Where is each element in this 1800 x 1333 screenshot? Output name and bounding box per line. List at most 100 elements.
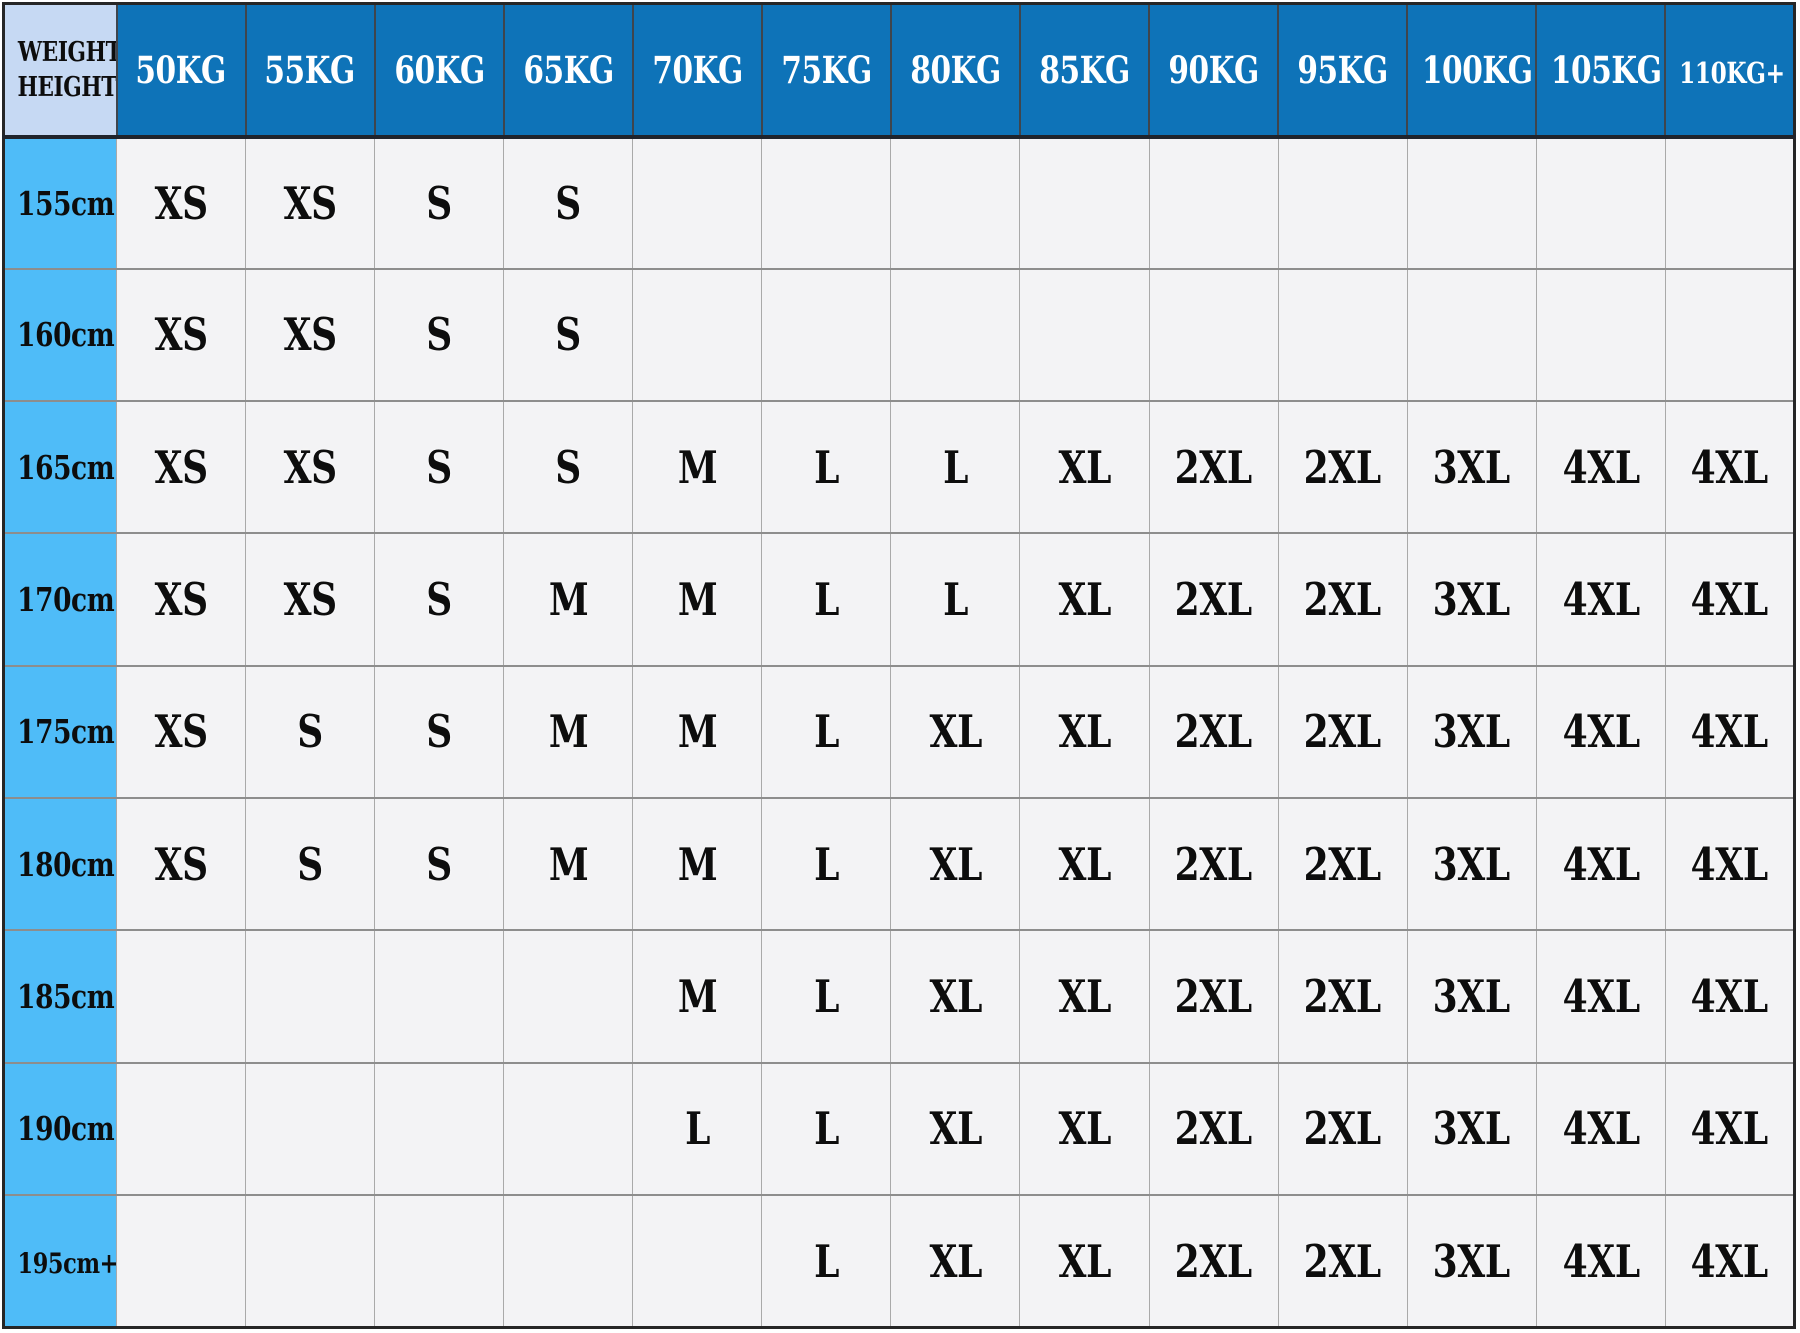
size-cell-empty xyxy=(503,929,634,1064)
size-value: L xyxy=(942,440,968,494)
size-cell-empty xyxy=(1406,135,1537,270)
size-cell: XL xyxy=(1019,797,1150,932)
size-cell: XS xyxy=(245,135,376,270)
size-cell: 2XL xyxy=(1148,1194,1279,1329)
table-row: 155cm XS XS S S xyxy=(3,135,1796,270)
column-header-label: 75KG xyxy=(781,47,872,92)
size-cell-empty xyxy=(245,1194,376,1329)
size-cell: XS xyxy=(115,532,247,667)
size-cell: L xyxy=(761,400,892,535)
size-cell-empty xyxy=(1535,267,1666,403)
size-value: L xyxy=(684,1102,710,1156)
size-value: 2XL xyxy=(1304,970,1382,1024)
size-value: 2XL xyxy=(1174,837,1253,891)
size-cell: XL xyxy=(890,1061,1021,1197)
table-row: 195cm+ L XL XL 2XL 2XL 3XL 4XL 4XL xyxy=(3,1194,1796,1329)
row-header-155cm: 155cm xyxy=(3,135,117,270)
size-cell: 2XL xyxy=(1277,1061,1408,1197)
size-cell: XS xyxy=(115,664,247,800)
size-cell-empty xyxy=(1277,267,1408,403)
size-value: 4XL xyxy=(1690,1234,1769,1288)
size-value: M xyxy=(677,573,718,627)
size-value: M xyxy=(548,573,588,627)
row-header-label: 165cm xyxy=(17,447,115,487)
size-value: 4XL xyxy=(1562,1234,1640,1288)
size-cell: 2XL xyxy=(1277,797,1408,932)
size-cell-empty xyxy=(374,929,505,1064)
size-cell: XL xyxy=(1019,929,1150,1064)
size-value: S xyxy=(426,440,452,494)
size-cell: 4XL xyxy=(1535,929,1666,1064)
size-value: L xyxy=(813,573,839,627)
size-value: XL xyxy=(1058,837,1111,891)
size-cell: 4XL xyxy=(1535,664,1666,800)
row-header-label: 175cm xyxy=(17,712,115,752)
size-cell: 3XL xyxy=(1406,1061,1537,1197)
column-header-85kg: 85KG xyxy=(1018,3,1151,139)
size-value: 2XL xyxy=(1174,1102,1253,1156)
size-cell: M xyxy=(632,664,763,800)
size-cell: 4XL xyxy=(1535,532,1666,667)
size-cell-empty xyxy=(1148,267,1279,403)
size-value: 3XL xyxy=(1433,705,1511,759)
size-cell: 2XL xyxy=(1148,1061,1279,1197)
size-cell-empty xyxy=(115,929,247,1064)
column-header-label: 55KG xyxy=(264,47,356,92)
column-header-65kg: 65KG xyxy=(502,3,634,139)
size-cell-empty xyxy=(1019,135,1150,270)
column-header-label: 90KG xyxy=(1168,47,1259,92)
size-value: XL xyxy=(1058,1102,1111,1156)
size-value: 4XL xyxy=(1690,970,1769,1024)
column-header-100kg: 100KG xyxy=(1406,3,1538,139)
size-cell: 3XL xyxy=(1406,1194,1537,1329)
size-cell: XL xyxy=(890,664,1021,800)
size-value: XL xyxy=(1058,705,1111,759)
size-cell: S xyxy=(374,532,505,667)
table-row: 160cm XS XS S S xyxy=(3,267,1796,403)
size-value: S xyxy=(426,308,452,362)
column-header-label: 50KG xyxy=(135,47,227,92)
size-value: XS xyxy=(154,176,208,230)
size-value: XL xyxy=(1058,970,1111,1024)
size-cell: XS xyxy=(245,400,376,535)
column-header-75kg: 75KG xyxy=(760,3,892,139)
size-value: L xyxy=(813,837,839,891)
size-value: S xyxy=(297,705,323,759)
size-value: XS xyxy=(154,440,208,494)
size-value: XL xyxy=(1058,1234,1111,1288)
size-value: XS xyxy=(154,837,208,891)
column-header-60kg: 60KG xyxy=(373,3,505,139)
size-cell-empty xyxy=(632,1194,763,1329)
size-cell-empty xyxy=(503,1194,634,1329)
column-header-95kg: 95KG xyxy=(1277,3,1409,139)
row-header-label: 195cm+ xyxy=(17,1246,117,1280)
size-value: 2XL xyxy=(1174,705,1253,759)
size-cell-empty xyxy=(761,135,892,270)
size-value: S xyxy=(555,176,582,230)
size-value: 2XL xyxy=(1304,705,1382,759)
table-row: 185cm M L XL XL 2XL 2XL 3XL 4XL 4XL xyxy=(3,929,1796,1064)
size-value: XL xyxy=(929,970,982,1024)
size-value: L xyxy=(813,970,839,1024)
size-value: 4XL xyxy=(1562,440,1640,494)
size-cell: 4XL xyxy=(1664,664,1796,800)
row-header-160cm: 160cm xyxy=(3,267,117,403)
size-value: S xyxy=(297,837,323,891)
size-value: 3XL xyxy=(1433,1102,1511,1156)
size-value: 2XL xyxy=(1304,573,1382,627)
size-cell: 3XL xyxy=(1406,532,1537,667)
size-cell-empty xyxy=(1664,267,1796,403)
size-value: M xyxy=(548,705,588,759)
size-cell-empty xyxy=(374,1061,505,1197)
column-header-55kg: 55KG xyxy=(244,3,376,139)
size-value: S xyxy=(426,176,452,230)
size-cell: 4XL xyxy=(1664,1061,1796,1197)
size-cell-empty xyxy=(374,1194,505,1329)
size-value: 2XL xyxy=(1174,573,1253,627)
size-value: 2XL xyxy=(1174,440,1253,494)
size-cell-empty xyxy=(1406,267,1537,403)
size-value: 4XL xyxy=(1690,837,1769,891)
size-value: XL xyxy=(929,1102,982,1156)
size-value: XS xyxy=(154,705,208,759)
size-value: XL xyxy=(1058,440,1111,494)
